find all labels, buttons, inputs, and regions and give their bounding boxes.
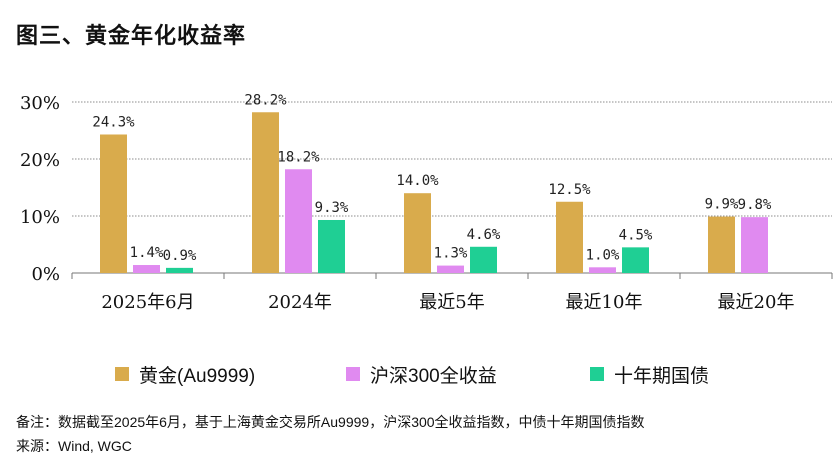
legend-label-treasury: 十年期国债 bbox=[614, 365, 710, 387]
data-label: 4.5% bbox=[619, 227, 653, 243]
data-label: 4.6% bbox=[467, 227, 501, 243]
bar bbox=[437, 265, 464, 273]
chart-legend: 黄金(Au9999) 沪深300全收益 十年期国债 bbox=[0, 358, 840, 390]
bar bbox=[318, 219, 345, 273]
bar bbox=[741, 217, 768, 273]
data-label: 9.9% bbox=[705, 197, 739, 213]
legend-swatch-treasury bbox=[590, 367, 604, 381]
bar bbox=[252, 112, 279, 273]
footnote-remark: 备注：数据截至2025年6月，基于上海黄金交易所Au9999，沪深300全收益指… bbox=[16, 414, 645, 430]
bar bbox=[100, 134, 127, 273]
data-label: 18.2% bbox=[277, 149, 320, 165]
legend-label-gold: 黄金(Au9999) bbox=[139, 365, 256, 387]
legend-item-treasury: 十年期国债 bbox=[590, 358, 709, 390]
bar bbox=[285, 169, 312, 273]
y-tick-label: 0% bbox=[31, 264, 60, 285]
legend-item-gold: 黄金(Au9999) bbox=[115, 358, 255, 390]
bar bbox=[708, 216, 735, 273]
x-tick-label: 最近20年 bbox=[718, 292, 795, 313]
legend-label-csi300: 沪深300全收益 bbox=[370, 365, 497, 387]
data-label: 1.4% bbox=[130, 245, 164, 261]
bar bbox=[166, 267, 193, 273]
legend-swatch-gold bbox=[115, 367, 129, 381]
data-label: 9.8% bbox=[738, 197, 772, 213]
data-label: 0.9% bbox=[163, 248, 197, 264]
bar bbox=[470, 246, 497, 273]
x-tick-label: 最近10年 bbox=[566, 292, 643, 313]
legend-item-csi300: 沪深300全收益 bbox=[346, 358, 497, 390]
footnote-source: 来源：Wind, WGC bbox=[16, 438, 132, 454]
data-label: 9.3% bbox=[315, 200, 349, 216]
x-tick-label: 2024年 bbox=[268, 292, 332, 313]
data-label: 14.0% bbox=[396, 173, 439, 189]
y-tick-label: 10% bbox=[20, 207, 60, 228]
x-tick-label: 2025年6月 bbox=[101, 292, 194, 313]
legend-swatch-csi300 bbox=[346, 367, 360, 381]
x-tick-label: 最近5年 bbox=[419, 292, 484, 313]
data-label: 24.3% bbox=[92, 114, 135, 130]
data-label: 28.2% bbox=[244, 92, 287, 108]
data-label: 1.3% bbox=[434, 246, 468, 262]
bar bbox=[556, 201, 583, 273]
bar bbox=[622, 247, 649, 273]
y-tick-label: 30% bbox=[20, 93, 60, 114]
bar bbox=[589, 267, 616, 273]
bar bbox=[133, 265, 160, 273]
y-tick-label: 20% bbox=[20, 150, 60, 171]
data-label: 1.0% bbox=[586, 247, 620, 263]
bar bbox=[404, 193, 431, 273]
data-label: 12.5% bbox=[548, 182, 591, 198]
chart-title: 图三、黄金年化收益率 bbox=[16, 23, 247, 49]
